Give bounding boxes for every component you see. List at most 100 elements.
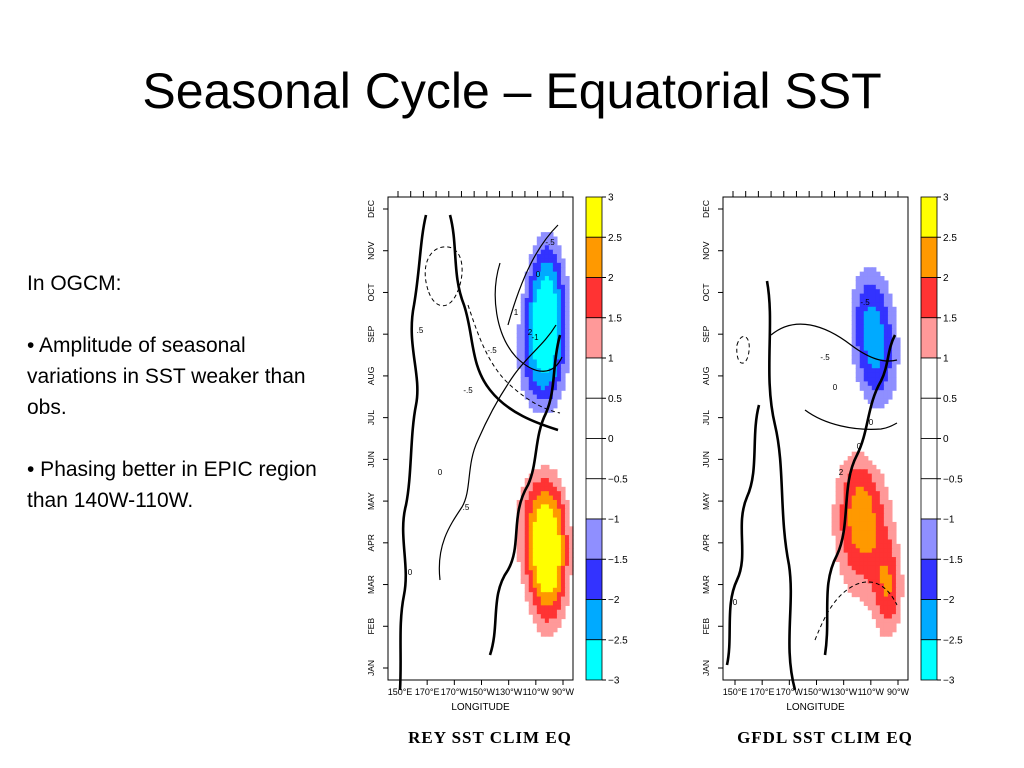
rey-field-cell bbox=[520, 499, 526, 505]
gfdl-field-cell bbox=[859, 284, 865, 290]
gfdl-field-cell bbox=[887, 363, 893, 369]
gfdl-field-cell bbox=[879, 596, 885, 602]
rey-contour-line bbox=[448, 214, 559, 432]
rey-field-cell bbox=[532, 579, 538, 584]
gfdl-field-cell bbox=[851, 302, 857, 308]
rey-field-cell bbox=[524, 394, 530, 400]
rey-field-cell bbox=[536, 319, 542, 325]
rey-field-cell bbox=[552, 337, 558, 343]
gfdl-field-cell bbox=[871, 333, 877, 339]
gfdl-field-cell bbox=[859, 302, 865, 308]
gfdl-field-cell bbox=[891, 543, 897, 549]
gfdl-field-cell bbox=[863, 552, 869, 558]
rey-field-cell bbox=[532, 262, 538, 268]
rey-field-cell bbox=[560, 337, 566, 343]
gfdl-field-cell bbox=[835, 478, 841, 484]
gfdl-field-cell bbox=[867, 390, 873, 396]
rey-field-cell bbox=[552, 482, 558, 488]
rey-field-cell bbox=[532, 504, 538, 510]
gfdl-field-cell bbox=[867, 600, 873, 606]
rey-field-cell bbox=[532, 337, 538, 343]
gfdl-field-cell bbox=[863, 368, 869, 374]
gfdl-field-cell bbox=[875, 570, 881, 576]
rey-contour-label: 1 bbox=[514, 308, 519, 317]
gfdl-field-cell bbox=[891, 561, 897, 567]
gfdl-field-cell bbox=[851, 491, 857, 497]
rey-field-cell bbox=[560, 341, 566, 347]
gfdl-field-cell bbox=[875, 548, 881, 554]
rey-field-cell bbox=[536, 245, 542, 251]
gfdl-contour-line bbox=[736, 336, 750, 364]
gfdl-field-cell bbox=[847, 552, 853, 558]
rey-y-tick-label: AUG bbox=[366, 367, 376, 385]
rey-field-cell bbox=[548, 258, 554, 264]
gfdl-y-tick-label: MAR bbox=[701, 575, 711, 594]
rey-field-cell bbox=[536, 543, 542, 549]
rey-field-cell bbox=[540, 596, 546, 602]
gfdl-field-cell bbox=[895, 587, 901, 593]
rey-field-cell bbox=[552, 297, 558, 303]
rey-field-cell bbox=[552, 557, 558, 563]
rey-field-cell bbox=[520, 548, 526, 554]
gfdl-field-cell bbox=[883, 508, 889, 514]
rey-field-cell bbox=[524, 535, 530, 541]
rey-field-cell bbox=[528, 333, 534, 339]
rey-field-cell bbox=[532, 377, 538, 383]
gfdl-field-cell bbox=[895, 592, 901, 598]
rey-field-cell bbox=[560, 359, 566, 365]
gfdl-field-cell bbox=[863, 311, 869, 317]
rey-field-cell bbox=[544, 306, 550, 312]
rey-field-cell bbox=[544, 482, 550, 488]
rey-field-cell bbox=[520, 381, 526, 387]
rey-field-cell bbox=[536, 513, 542, 519]
rey-field-cell bbox=[540, 355, 546, 361]
rey-field-cell bbox=[520, 377, 526, 383]
gfdl-field-cell bbox=[895, 579, 901, 584]
rey-field-cell bbox=[528, 535, 534, 541]
gfdl-field-cell bbox=[883, 579, 889, 584]
gfdl-field-cell bbox=[867, 565, 873, 571]
gfdl-field-cell bbox=[887, 614, 893, 620]
rey-field-cell bbox=[528, 600, 534, 606]
rey-field-cell bbox=[544, 333, 550, 339]
gfdl-field-cell bbox=[871, 587, 877, 593]
gfdl-field-cell bbox=[855, 324, 861, 330]
gfdl-field-cell bbox=[871, 526, 877, 532]
gfdl-field-cell bbox=[843, 543, 849, 549]
gfdl-field-cell bbox=[879, 583, 885, 589]
gfdl-field-cell bbox=[883, 592, 889, 598]
gfdl-field-cell bbox=[887, 324, 893, 330]
rey-field-cell bbox=[524, 271, 530, 277]
rey-field-cell bbox=[540, 381, 546, 387]
rey-field-cell bbox=[520, 337, 526, 343]
gfdl-field-cell bbox=[895, 614, 901, 620]
rey-field-cell bbox=[552, 618, 558, 624]
rey-y-tick-label: APR bbox=[366, 534, 376, 551]
rey-field-cell bbox=[536, 359, 542, 365]
rey-field-cell bbox=[564, 276, 570, 282]
rey-field-cell bbox=[544, 337, 550, 343]
gfdl-field-cell bbox=[887, 311, 893, 317]
rey-field-cell bbox=[544, 513, 550, 519]
gfdl-field-cell bbox=[851, 289, 857, 295]
rey-field-cell bbox=[556, 605, 562, 611]
gfdl-field-cell bbox=[871, 499, 877, 505]
rey-field-cell bbox=[548, 341, 554, 347]
rey-field-cell bbox=[548, 232, 554, 238]
gfdl-field-cell bbox=[875, 403, 881, 409]
rey-field-cell bbox=[544, 592, 550, 598]
rey-field-cell bbox=[532, 311, 538, 317]
rey-field-cell bbox=[556, 478, 562, 484]
gfdl-field-cell bbox=[891, 605, 897, 611]
gfdl-field-cell bbox=[879, 390, 885, 396]
rey-field-cell bbox=[532, 543, 538, 549]
gfdl-field-cell bbox=[871, 311, 877, 317]
gfdl-field-cell bbox=[871, 491, 877, 497]
rey-field-cell bbox=[516, 363, 522, 369]
rey-x-tick-label: 150°E bbox=[388, 687, 413, 697]
rey-field-cell bbox=[528, 262, 534, 268]
rey-field-cell bbox=[524, 513, 530, 519]
gfdl-field-cell bbox=[859, 350, 865, 356]
rey-field-cell bbox=[544, 293, 550, 299]
gfdl-field-cell bbox=[895, 609, 901, 615]
